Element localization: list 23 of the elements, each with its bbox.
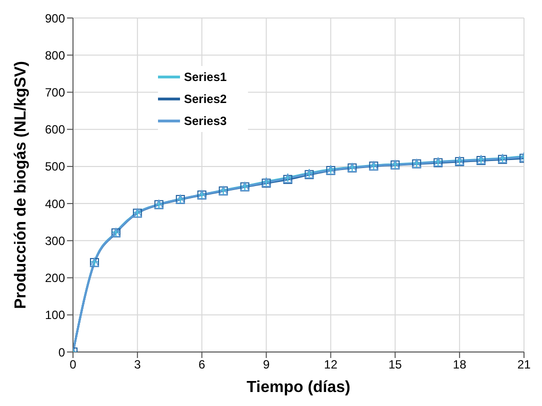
- x-axis-title: Tiempo (días): [246, 379, 350, 396]
- y-tick-label: 200: [44, 271, 66, 286]
- x-tick-label: 9: [262, 358, 270, 372]
- legend-label: Series1: [184, 70, 227, 84]
- x-tick-label: 12: [324, 358, 338, 372]
- legend-label: Series2: [184, 92, 227, 106]
- y-tick-label: 600: [44, 122, 66, 137]
- y-tick-label: 500: [44, 160, 66, 174]
- y-tick-label: 800: [44, 48, 66, 62]
- y-tick-label: 100: [44, 308, 66, 322]
- y-tick-label: 0: [58, 345, 66, 360]
- x-tick-label: 6: [198, 358, 206, 372]
- x-tick-label: 0: [70, 358, 77, 372]
- y-tick-label: 900: [44, 11, 66, 26]
- y-tick-label: 400: [44, 196, 66, 211]
- x-tick-label: 18: [452, 358, 467, 372]
- y-tick-label: 700: [44, 85, 66, 100]
- x-tick-label: 3: [134, 358, 142, 372]
- y-axis-title: Producción de biogás (NL/kgSV): [12, 60, 30, 310]
- x-tick-label: 21: [517, 358, 531, 372]
- x-tick-label: 15: [388, 358, 402, 372]
- y-tick-label: 300: [44, 234, 66, 248]
- legend-label: Series3: [184, 114, 227, 128]
